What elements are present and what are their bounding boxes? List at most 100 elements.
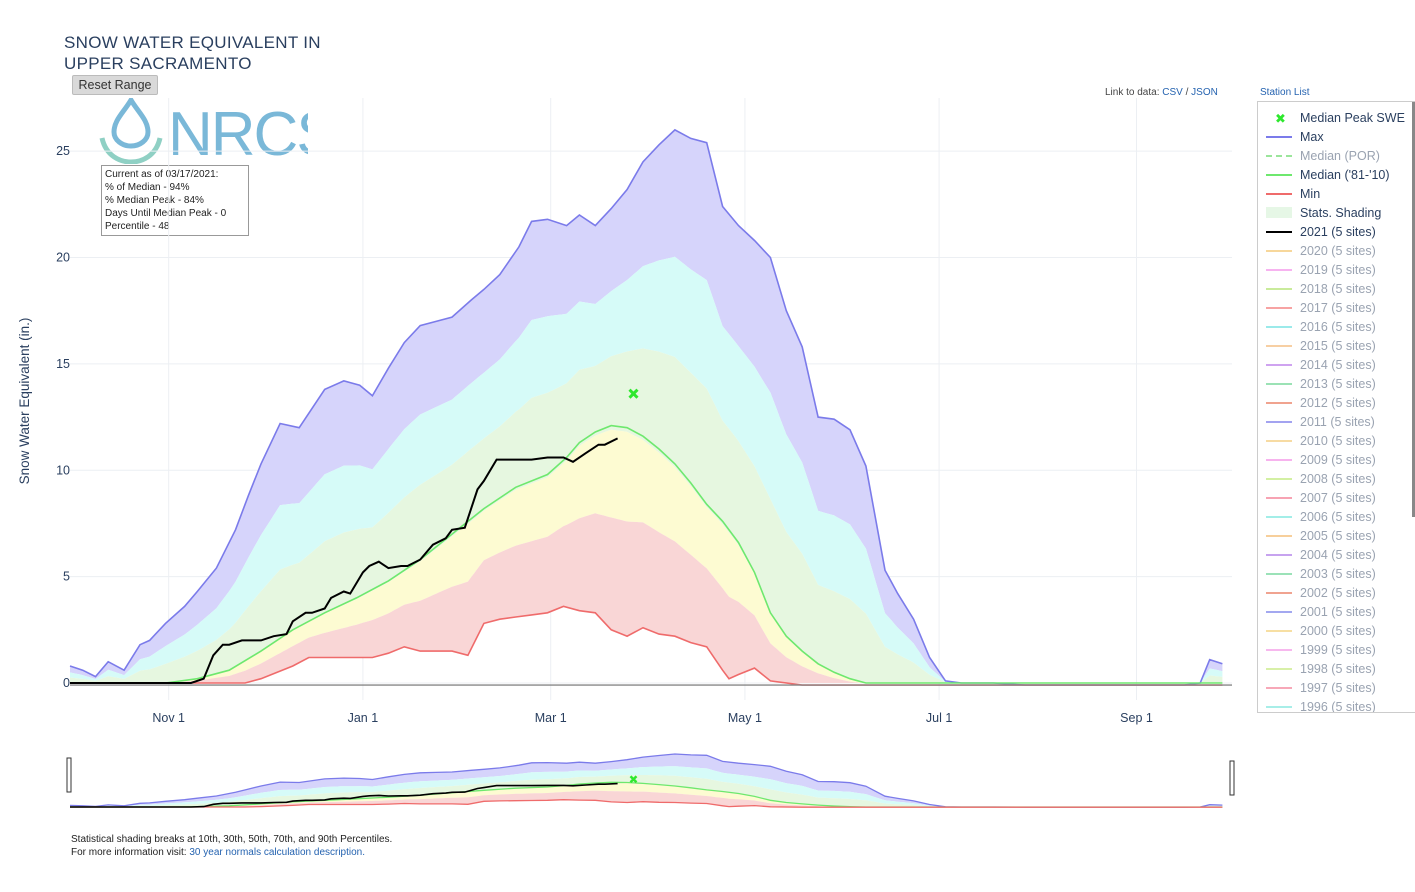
x-tick-label: Nov 1 (152, 711, 185, 725)
legend-symbol (1258, 279, 1300, 298)
legend-symbol (1258, 507, 1300, 526)
legend-item[interactable]: 2008 (5 sites) (1258, 469, 1415, 488)
y-tick-label: 15 (56, 357, 70, 371)
legend-item[interactable]: 2020 (5 sites) (1258, 241, 1415, 260)
legend-label: 2020 (5 sites) (1300, 243, 1376, 258)
legend-item[interactable]: 2000 (5 sites) (1258, 621, 1415, 640)
legend-item[interactable]: 2005 (5 sites) (1258, 526, 1415, 545)
main-chart[interactable]: 0 5 10 15 20 25 Snow Water Equivalent (in.) Nov… (0, 0, 1240, 740)
y-tick-label: 5 (63, 570, 70, 584)
legend-symbol (1258, 602, 1300, 621)
legend-item[interactable]: ✖ Median Peak SWE (1258, 108, 1415, 127)
series-2021-line (70, 437, 619, 684)
legend-scrollbar[interactable] (1412, 102, 1415, 517)
legend-label: 2001 (5 sites) (1300, 604, 1376, 619)
legend-item[interactable]: 2003 (5 sites) (1258, 564, 1415, 583)
median-peak-marker[interactable] (628, 388, 639, 399)
reset-range-button[interactable]: Reset Range (72, 75, 158, 95)
legend-label: 2011 (5 sites) (1300, 414, 1375, 429)
json-link[interactable]: JSON (1191, 87, 1218, 98)
legend-label: 1997 (5 sites) (1300, 680, 1376, 695)
legend-label: Median Peak SWE (1300, 110, 1405, 125)
x-tick-label: Jan 1 (348, 711, 379, 725)
legend-item[interactable]: 2001 (5 sites) (1258, 602, 1415, 621)
series-median-line (70, 424, 1223, 684)
csv-link[interactable]: CSV (1162, 87, 1183, 98)
nrcs-logo: NRCS (99, 98, 308, 164)
legend-item[interactable]: 2009 (5 sites) (1258, 450, 1415, 469)
range-slider[interactable] (0, 748, 1245, 818)
range-band-3 (70, 766, 1223, 807)
x-tick-label: Jul 1 (926, 711, 952, 725)
legend-item[interactable]: 2004 (5 sites) (1258, 545, 1415, 564)
legend-symbol (1258, 317, 1300, 336)
percentile-band-0 (70, 513, 1223, 683)
legend-item[interactable]: 2012 (5 sites) (1258, 393, 1415, 412)
legend-symbol (1258, 678, 1300, 697)
legend-item[interactable]: 2014 (5 sites) (1258, 355, 1415, 374)
legend: ✖ Median Peak SWE Max Median (POR) Median ('… (1257, 101, 1415, 713)
legend-label: 2019 (5 sites) (1300, 262, 1376, 277)
legend-item[interactable]: 2011 (5 sites) (1258, 412, 1415, 431)
legend-symbol (1258, 127, 1300, 146)
legend-item[interactable]: 2016 (5 sites) (1258, 317, 1415, 336)
legend-item[interactable]: 2019 (5 sites) (1258, 260, 1415, 279)
legend-item[interactable]: 2018 (5 sites) (1258, 279, 1415, 298)
legend-symbol (1258, 621, 1300, 640)
legend-item[interactable]: 1997 (5 sites) (1258, 678, 1415, 697)
legend-item[interactable]: 2017 (5 sites) (1258, 298, 1415, 317)
legend-item[interactable]: 2021 (5 sites) (1258, 222, 1415, 241)
range-handle-right[interactable] (1229, 760, 1235, 796)
station-list-link[interactable]: Station List (1260, 87, 1310, 98)
legend-item[interactable]: 2006 (5 sites) (1258, 507, 1415, 526)
legend-item[interactable]: 1999 (5 sites) (1258, 640, 1415, 659)
legend-symbol (1258, 336, 1300, 355)
footer-info-prefix: For more information visit: (71, 847, 187, 858)
normals-description-link[interactable]: 30 year normals calculation description. (189, 847, 366, 858)
info-days-until-peak: Days Until Median Peak - 0 (105, 208, 227, 219)
legend-item[interactable]: 2007 (5 sites) (1258, 488, 1415, 507)
legend-item[interactable]: 2010 (5 sites) (1258, 431, 1415, 450)
x-tick-label: Sep 1 (1120, 711, 1153, 725)
stats-shading (70, 129, 1223, 683)
legend-item[interactable]: Max (1258, 127, 1415, 146)
legend-symbol (1258, 165, 1300, 184)
legend-symbol (1258, 526, 1300, 545)
chart-title-line1: SNOW WATER EQUIVALENT IN (64, 33, 321, 52)
legend-list: ✖ Median Peak SWE Max Median (POR) Median ('… (1258, 102, 1415, 712)
legend-label: 2018 (5 sites) (1300, 281, 1376, 296)
legend-symbol (1258, 298, 1300, 317)
legend-item[interactable]: Min (1258, 184, 1415, 203)
legend-item[interactable]: 2015 (5 sites) (1258, 336, 1415, 355)
percentile-band-4 (70, 129, 1223, 683)
legend-label: 2000 (5 sites) (1300, 623, 1376, 638)
legend-label: Max (1300, 129, 1324, 144)
footer-info-line: For more information visit: 30 year norm… (71, 846, 392, 859)
legend-symbol (1258, 222, 1300, 241)
legend-label: 1998 (5 sites) (1300, 661, 1376, 676)
legend-item[interactable]: 1996 (5 sites) (1258, 697, 1415, 712)
chart-title: SNOW WATER EQUIVALENT IN UPPER SACRAMENT… (64, 32, 321, 74)
legend-symbol: ✖ (1275, 111, 1286, 126)
info-pct-median: % of Median - 94% (105, 182, 190, 193)
legend-item[interactable]: 1998 (5 sites) (1258, 659, 1415, 678)
x-axis: Nov 1 Jan 1 Mar 1 May 1 Jul 1 Sep 1 (152, 711, 1153, 725)
legend-item[interactable]: Median (POR) (1258, 146, 1415, 165)
percentile-band-1 (70, 429, 1223, 683)
y-axis-title: Snow Water Equivalent (in.) (17, 318, 32, 485)
legend-item[interactable]: 2013 (5 sites) (1258, 374, 1415, 393)
legend-symbol (1258, 393, 1300, 412)
legend-item[interactable]: 2002 (5 sites) (1258, 583, 1415, 602)
legend-item[interactable]: Median ('81-'10) (1258, 165, 1415, 184)
range-band-4 (70, 754, 1223, 807)
legend-label: 2004 (5 sites) (1300, 547, 1376, 562)
legend-label: 2007 (5 sites) (1300, 490, 1376, 505)
legend-label: 2008 (5 sites) (1300, 471, 1376, 486)
legend-symbol (1258, 659, 1300, 678)
legend-label: 2021 (5 sites) (1300, 224, 1376, 239)
y-tick-label: 10 (56, 463, 70, 477)
info-pct-median-peak: % Median Peak - 84% (105, 195, 204, 206)
legend-item[interactable]: Stats. Shading (1258, 203, 1415, 222)
legend-symbol (1258, 564, 1300, 583)
range-handle-left[interactable] (66, 757, 72, 793)
